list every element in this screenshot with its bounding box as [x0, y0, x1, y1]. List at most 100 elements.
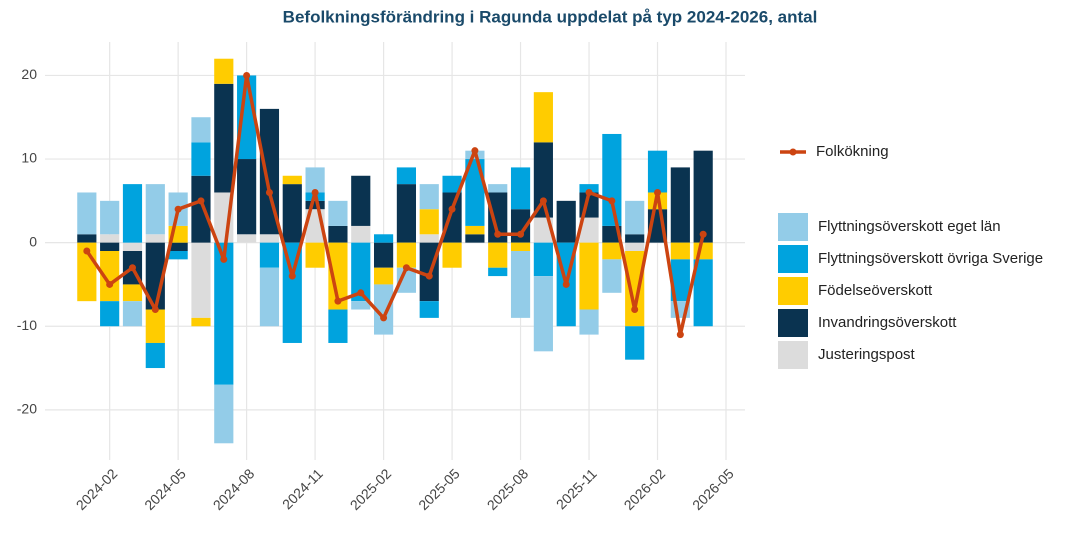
bar-segment: [328, 225, 348, 243]
bar-segment: [556, 200, 576, 243]
bar-segment: [145, 184, 165, 235]
line-point: [220, 255, 228, 263]
bar-segment: [625, 200, 645, 235]
bar-segment: [579, 309, 599, 335]
bar-segment: [373, 284, 394, 335]
bar-segment: [168, 242, 188, 251]
bar-segment: [442, 175, 462, 193]
line-point: [106, 280, 114, 288]
bar-segment: [442, 242, 462, 268]
line-point: [654, 188, 662, 196]
bar-segment: [214, 384, 234, 444]
legend-point: [789, 148, 797, 156]
bar-segment: [328, 309, 348, 343]
bar-segment: [373, 242, 394, 268]
bar-segment: [419, 184, 439, 210]
bar-segment: [191, 175, 211, 243]
bar-segment: [670, 259, 690, 302]
bar-segment: [670, 242, 690, 260]
bar-segment: [168, 251, 188, 260]
line-point: [402, 264, 410, 272]
bar-segment: [214, 242, 234, 385]
legend-label: Invandringsöverskott: [818, 314, 957, 331]
bar-segment: [305, 200, 325, 210]
bar-segment: [510, 251, 531, 318]
line-point: [585, 188, 593, 196]
line-point: [151, 306, 159, 314]
bar-segment: [214, 58, 234, 84]
line-point: [699, 230, 707, 238]
line-point: [631, 306, 639, 314]
line-point: [380, 314, 388, 322]
line-point: [539, 197, 547, 205]
legend-label: Flyttningsöverskott eget län: [818, 218, 1001, 235]
bar-segment: [237, 234, 257, 243]
bar-segment: [259, 108, 280, 235]
bar-segment: [602, 259, 622, 293]
line-point: [243, 71, 251, 79]
y-tick-label: -10: [17, 317, 37, 333]
legend-swatch: [778, 213, 808, 241]
bar-segment: [351, 175, 371, 226]
line-point: [471, 147, 479, 155]
bar-segment: [100, 301, 120, 327]
bar-segment: [419, 301, 439, 318]
line-point: [676, 331, 684, 339]
bar-segment: [533, 142, 553, 218]
y-tick-label: 20: [21, 66, 37, 82]
bar-segment: [488, 242, 508, 268]
y-tick-label: -20: [17, 401, 37, 417]
bar-segment: [191, 317, 211, 327]
bar-segment: [145, 234, 165, 243]
line-point: [83, 247, 91, 255]
legend-label: Födelseöverskott: [818, 282, 933, 299]
legend-swatch: [778, 341, 808, 369]
bar-segment: [442, 192, 462, 243]
bar-segment: [237, 159, 257, 235]
line: [85, 73, 705, 337]
line-point: [494, 230, 502, 238]
x-tick-label: 2026-02: [621, 465, 669, 513]
bar-segment: [625, 326, 645, 360]
bar-segment: [77, 234, 97, 243]
bar-segment: [214, 83, 234, 193]
bar-segment: [488, 192, 508, 243]
bar-segment: [465, 234, 485, 243]
bar-segment: [693, 259, 713, 327]
bar-segment: [602, 133, 622, 226]
legend-swatch: [778, 245, 808, 273]
legend-label: Folkökning: [816, 143, 889, 160]
bar-segment: [373, 234, 394, 243]
bar-segment: [305, 242, 325, 268]
bar-segment: [259, 242, 280, 268]
y-tick-label: 0: [29, 233, 37, 249]
bar-segment: [625, 242, 645, 251]
bar-segment: [191, 117, 211, 143]
line-point: [562, 280, 570, 288]
bar-segment: [647, 150, 668, 193]
line-point: [425, 272, 433, 280]
legend-swatch: [778, 309, 808, 337]
bar-segment: [191, 242, 211, 318]
bar-segment: [328, 242, 348, 310]
bar-segment: [488, 184, 508, 193]
bar-segment: [602, 242, 622, 260]
bar-segment: [396, 267, 417, 293]
x-tick-label: 2026-05: [689, 465, 737, 513]
bar-segment: [259, 267, 280, 327]
bar-segment: [77, 192, 97, 235]
x-tick-label: 2024-11: [279, 465, 326, 512]
bar-segment: [488, 267, 508, 277]
bar-segment: [373, 267, 394, 285]
bar-segment: [259, 234, 280, 243]
bar-segment: [145, 342, 165, 369]
bar-segment: [100, 242, 120, 251]
bar-segment: [122, 184, 143, 243]
line-point: [334, 297, 342, 305]
bar-segment: [191, 142, 211, 176]
bar-segment: [419, 209, 439, 235]
bar-segment: [510, 242, 531, 251]
bar-segment: [351, 225, 371, 243]
legend-label: Justeringspost: [818, 346, 916, 363]
bar-segment: [670, 167, 690, 243]
